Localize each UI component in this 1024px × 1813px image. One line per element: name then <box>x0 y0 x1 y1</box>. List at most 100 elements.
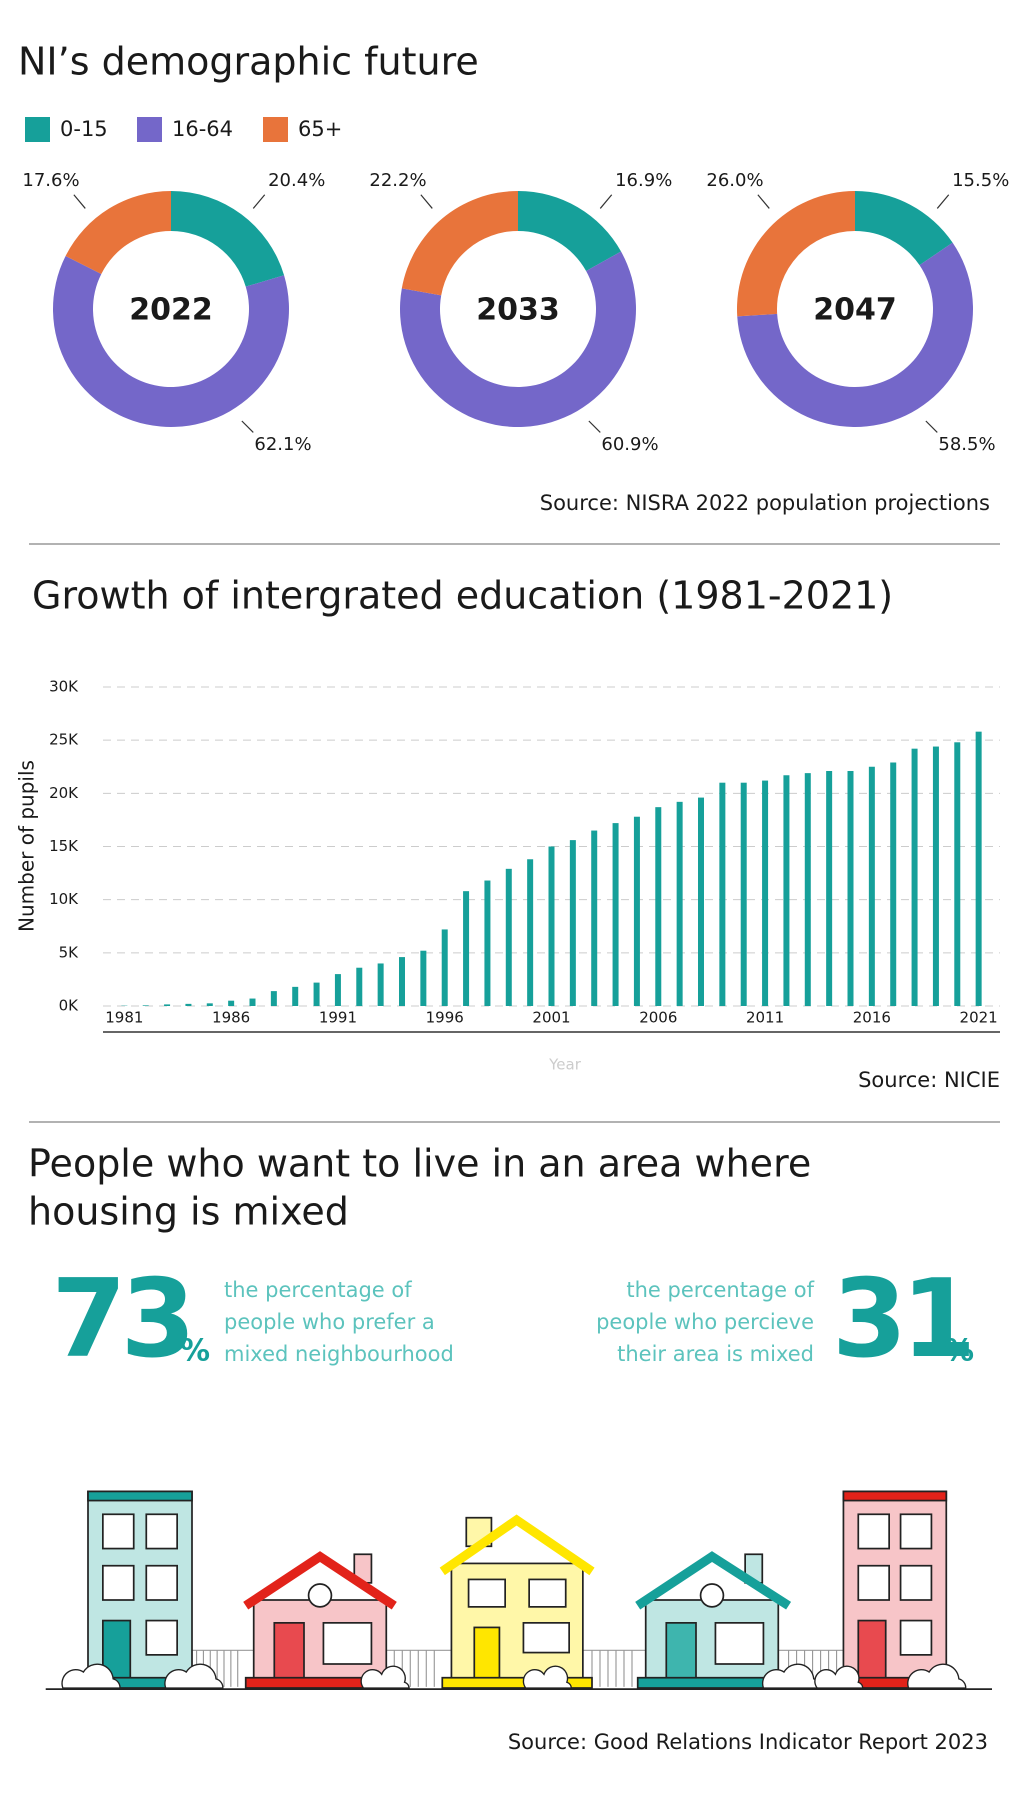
bar <box>399 957 405 1006</box>
stat-unit: % <box>180 1334 210 1369</box>
leader-line <box>241 420 254 433</box>
stat-text: people who prefer a <box>224 1310 435 1334</box>
leader-line <box>757 194 770 209</box>
donut-segment <box>518 191 622 271</box>
bar <box>377 963 384 1006</box>
bar <box>762 780 769 1006</box>
bar <box>975 731 982 1006</box>
bar <box>612 823 619 1006</box>
bar <box>676 801 683 1006</box>
leader-line <box>73 194 86 209</box>
bar <box>548 846 555 1006</box>
x-tick-label: 2016 <box>853 1009 891 1027</box>
donut-center-label: 2022 <box>129 293 213 328</box>
bar <box>313 982 320 1006</box>
leader-line <box>925 420 938 433</box>
stat-text: the percentage of <box>224 1278 412 1302</box>
source: Source: Good Relations Indicator Report … <box>508 1730 988 1754</box>
bar <box>527 859 534 1006</box>
bar <box>270 991 277 1006</box>
leader-line <box>420 194 433 209</box>
y-tick-label: 20K <box>49 784 79 802</box>
bar <box>185 1003 192 1006</box>
houses-illustration <box>45 1490 992 1690</box>
data-label: 15.5% <box>952 170 1009 191</box>
x-tick-label: 2001 <box>532 1009 570 1027</box>
bar <box>334 974 341 1006</box>
bar <box>142 1005 149 1006</box>
section-title: Growth of intergrated education (1981-20… <box>32 574 893 618</box>
leader-line <box>588 420 601 433</box>
bar <box>249 998 256 1006</box>
data-label: 60.9% <box>601 434 658 455</box>
x-tick-label: 2011 <box>746 1009 784 1027</box>
bar <box>719 782 726 1006</box>
source: Source: NICIE <box>858 1068 1000 1092</box>
x-tick-label: 1981 <box>105 1009 143 1027</box>
bar <box>804 773 811 1006</box>
x-tick-label: 1991 <box>319 1009 357 1027</box>
legend-label: 0-15 <box>60 117 108 141</box>
y-tick-label: 30K <box>49 678 79 696</box>
legend-swatch <box>25 117 50 142</box>
stat-text: people who percieve <box>596 1310 814 1334</box>
bar <box>911 748 918 1006</box>
bar <box>505 868 512 1006</box>
bar <box>954 742 961 1006</box>
donut-segment <box>737 242 973 427</box>
donut-segment <box>171 191 285 287</box>
donut-segment <box>737 191 855 317</box>
leader-line <box>252 194 266 209</box>
legend-swatch <box>263 117 288 142</box>
leader-line <box>936 194 950 209</box>
house-yellow <box>439 1514 595 1689</box>
y-tick-label: 5K <box>59 943 80 961</box>
donut-segment <box>401 191 518 296</box>
y-axis-label: Number of pupils <box>15 760 39 932</box>
donut-segment <box>399 251 636 427</box>
bar <box>890 762 897 1006</box>
x-tick-label: 2006 <box>639 1009 677 1027</box>
bar <box>292 986 299 1006</box>
section-title: NI’s demographic future <box>18 40 479 84</box>
bar <box>441 929 448 1006</box>
bar <box>356 967 363 1006</box>
y-tick-label: 0K <box>59 997 80 1015</box>
bar <box>932 746 939 1006</box>
house-teal <box>635 1551 792 1689</box>
data-label: 16.9% <box>615 170 672 191</box>
bar <box>228 1000 235 1006</box>
section-title: People who want to live in an area where <box>28 1142 811 1186</box>
source: Source: NISRA 2022 population projection… <box>540 491 990 515</box>
stat-value: 31 <box>832 1257 970 1382</box>
y-tick-label: 25K <box>49 731 79 749</box>
bar <box>164 1004 171 1006</box>
house-pink <box>243 1551 397 1689</box>
bushes <box>61 1663 967 1689</box>
data-label: 26.0% <box>706 170 763 191</box>
stat-text: mixed neighbourhood <box>224 1342 454 1366</box>
donut-segment <box>855 191 953 266</box>
bar <box>783 775 790 1006</box>
stat-text: their area is mixed <box>617 1342 814 1366</box>
section-title: housing is mixed <box>28 1190 349 1234</box>
y-tick-label: 15K <box>49 837 79 855</box>
stat-text: the percentage of <box>626 1278 814 1302</box>
y-tick-label: 10K <box>49 890 79 908</box>
bar <box>868 766 875 1006</box>
x-tick-label: 1986 <box>212 1009 250 1027</box>
x-tick-label: 2021 <box>960 1009 998 1027</box>
data-label: 22.2% <box>369 170 426 191</box>
bar <box>633 816 640 1006</box>
stat-value: 73 <box>51 1257 189 1382</box>
donut-segment <box>65 191 171 274</box>
bar <box>206 1003 213 1006</box>
bar <box>569 840 576 1006</box>
bar <box>655 807 662 1006</box>
donut-segment <box>53 255 289 427</box>
leader-line <box>599 194 613 209</box>
bar <box>463 891 470 1006</box>
building-teal <box>79 1490 201 1689</box>
bar <box>591 830 598 1006</box>
